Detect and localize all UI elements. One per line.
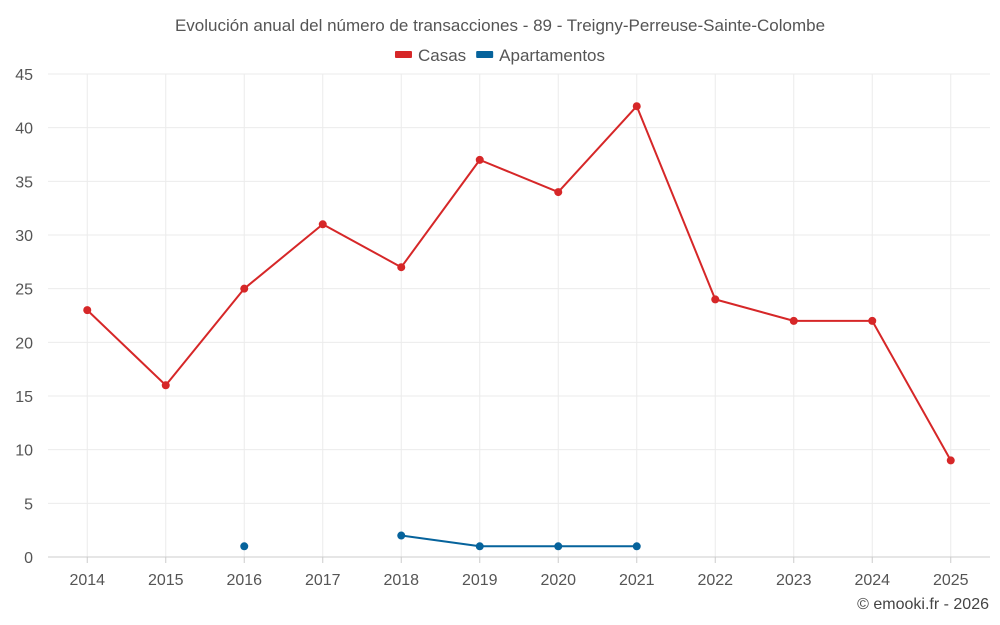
x-tick-label: 2014 <box>69 572 105 589</box>
data-point[interactable] <box>554 542 563 551</box>
x-tick-label: 2024 <box>854 572 890 589</box>
x-tick-label: 2022 <box>697 572 733 589</box>
x-tick-label: 2023 <box>776 572 812 589</box>
y-tick-label: 30 <box>15 228 33 245</box>
data-point[interactable] <box>240 284 249 293</box>
y-tick-label: 35 <box>15 174 33 191</box>
data-point[interactable] <box>789 316 798 325</box>
data-point[interactable] <box>868 316 877 325</box>
x-tick-label: 2019 <box>462 572 498 589</box>
data-point[interactable] <box>632 542 641 551</box>
data-point[interactable] <box>554 188 563 197</box>
y-tick-label: 5 <box>24 496 33 513</box>
legend-swatch <box>476 51 494 58</box>
y-tick-label: 10 <box>15 443 33 460</box>
x-tick-label: 2021 <box>619 572 655 589</box>
data-point[interactable] <box>161 381 170 390</box>
x-tick-label: 2018 <box>383 572 419 589</box>
legend-label: Casas <box>418 46 466 65</box>
data-point[interactable] <box>240 542 249 551</box>
data-point[interactable] <box>83 306 92 315</box>
y-tick-label: 0 <box>24 550 33 567</box>
data-point[interactable] <box>711 295 720 304</box>
data-point[interactable] <box>475 155 484 164</box>
legend: Casas Apartamentos <box>394 46 605 65</box>
y-tick-label: 25 <box>15 282 33 299</box>
x-tick-label: 2015 <box>148 572 184 589</box>
y-tick-label: 45 <box>15 67 33 84</box>
data-point[interactable] <box>397 531 406 540</box>
x-tick-label: 2016 <box>226 572 262 589</box>
data-point[interactable] <box>475 542 484 551</box>
y-tick-label: 20 <box>15 335 33 352</box>
series-layer <box>83 102 955 551</box>
x-tick-label: 2025 <box>933 572 969 589</box>
data-point[interactable] <box>632 102 641 111</box>
data-point[interactable] <box>318 220 327 229</box>
y-tick-label: 40 <box>15 121 33 138</box>
legend-item-casas[interactable]: Casas <box>394 46 466 65</box>
chart-title: Evolución anual del número de transaccio… <box>175 16 825 35</box>
x-tick-label: 2017 <box>305 572 341 589</box>
data-point[interactable] <box>946 456 955 465</box>
legend-label: Apartamentos <box>499 46 605 65</box>
legend-item-apartamentos[interactable]: Apartamentos <box>476 46 605 65</box>
legend-swatch <box>394 51 412 58</box>
grid <box>48 73 990 557</box>
series-apartamentos <box>240 531 641 551</box>
series-casas <box>83 102 955 465</box>
credit-text: © emooki.fr - 2026 <box>857 596 989 613</box>
data-point[interactable] <box>397 263 406 272</box>
x-tick-label: 2020 <box>540 572 576 589</box>
series-line <box>401 534 637 548</box>
series-line <box>86 105 952 461</box>
y-tick-label: 15 <box>15 389 33 406</box>
